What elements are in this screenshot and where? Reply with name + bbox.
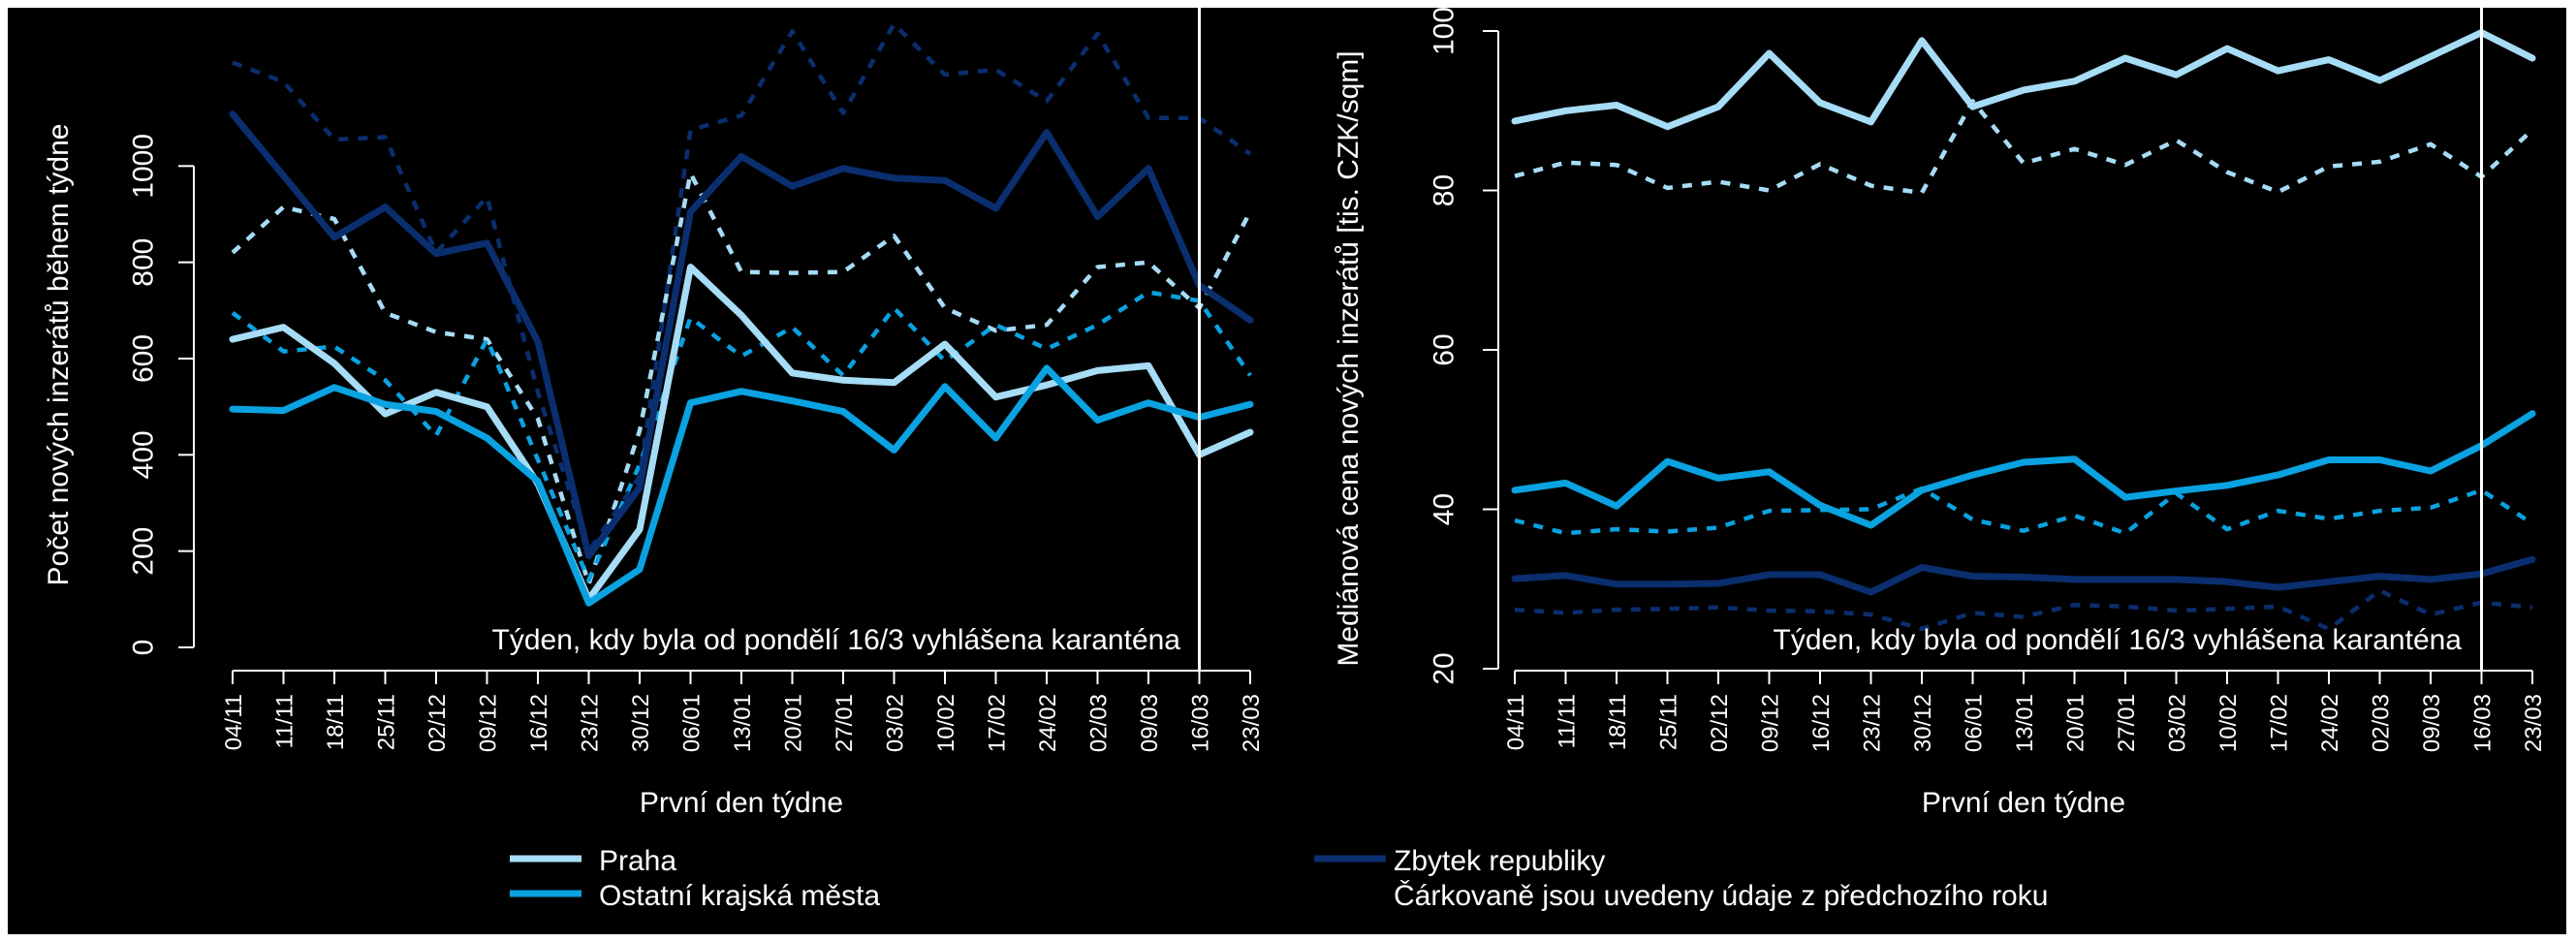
legend-label-zbytek: Zbytek republiky (1394, 845, 1605, 877)
right-x-tick-label: 23/03 (2521, 694, 2547, 752)
right-x-tick-label: 02/12 (1707, 694, 1733, 752)
plots-layer: 0 200 400 600 800 1000 04/11 11/11 18/11 25/11 02/… (43, 7, 2547, 819)
left-y-tick-label: 400 (128, 430, 160, 479)
left-x-tick-label: 23/12 (578, 694, 604, 752)
right-series-zbytek-solid (1511, 555, 2536, 596)
left-y-tick-label: 0 (128, 640, 160, 656)
right-x-tick-label: 25/11 (1656, 694, 1682, 750)
right-x-axis-title: První den týdne (1922, 787, 2125, 819)
left-y-tick-label: 800 (128, 238, 160, 287)
left-series-ostatni-dashed (231, 290, 1252, 582)
left-x-axis-title: První den týdne (640, 787, 843, 819)
left-x-tick-label: 04/11 (221, 694, 247, 750)
right-x-tick-label: 17/02 (2267, 694, 2293, 752)
left-series-zbytek-solid (229, 110, 1254, 560)
chart-panel: 0 200 400 600 800 1000 04/11 11/11 18/11 25/11 02/… (8, 7, 2566, 934)
right-series-ostatni-solid (1511, 410, 2536, 529)
right-x-tick-label: 16/12 (1808, 694, 1835, 752)
right-y-tick-label: 80 (1429, 174, 1461, 206)
right-x-tick-label: 27/01 (2114, 694, 2140, 752)
right-series-praha-dashed (1514, 99, 2534, 196)
right-quarantine-annotation: Týden, kdy byla od pondělí 16/3 vyhlášen… (1774, 624, 2463, 656)
legend: Praha Ostatní krajská města Zbytek repub… (510, 845, 2048, 912)
right-x-tick-label: 16/03 (2470, 694, 2497, 752)
left-x-tick-label: 16/12 (526, 694, 552, 752)
right-y-axis-title: Mediánová cena nových inzerátů [tis. CZK… (1333, 50, 1365, 666)
left-x-tick-label: 03/02 (883, 694, 909, 752)
chart-svg: 0 200 400 600 800 1000 04/11 11/11 18/11 25/11 02/… (43, 7, 2547, 912)
right-y-tick-label: 40 (1429, 493, 1461, 525)
right-x-tick-label: 04/11 (1503, 694, 1529, 750)
left-y-tick-label: 1000 (128, 134, 160, 199)
left-x-tick-label: 24/02 (1035, 694, 1061, 752)
left-quarantine-annotation: Týden, kdy byla od pondělí 16/3 vyhlášen… (492, 624, 1181, 656)
left-plot: 0 200 400 600 800 1000 04/11 11/11 18/11 25/11 02/… (43, 8, 1265, 819)
left-y-tick-label: 600 (128, 334, 160, 383)
right-y-tick-label: 60 (1429, 333, 1461, 365)
right-x-tick-label: 03/02 (2165, 694, 2191, 752)
left-x-tick-label: 09/03 (1137, 694, 1163, 752)
right-series-praha-solid (1511, 29, 2536, 131)
left-x-tick-label: 09/12 (476, 694, 502, 752)
left-x-tick-label: 16/03 (1188, 694, 1214, 752)
left-x-tick-label: 23/03 (1239, 694, 1265, 752)
left-y-axis-title: Počet nových inzerátů během týdne (43, 124, 75, 586)
right-x-tick-label: 02/03 (2369, 694, 2395, 752)
left-x-tick-label: 13/01 (730, 694, 756, 752)
left-x-tick-label: 02/12 (424, 694, 451, 752)
left-x-tick-label: 17/02 (985, 694, 1011, 752)
right-y-tick-label: 100 (1429, 8, 1461, 55)
right-x-tick-label: 09/03 (2419, 694, 2445, 752)
left-series-praha-solid (229, 264, 1254, 603)
left-y-tick-label: 200 (128, 527, 160, 576)
left-x-tick-label: 18/11 (323, 694, 349, 750)
legend-label-ostatni: Ostatní krajská města (599, 880, 880, 912)
left-x-tick-label: 06/01 (679, 694, 706, 752)
legend-note: Čárkovaně jsou uvedeny údaje z předchozí… (1394, 879, 2048, 912)
left-x-tick-label: 30/12 (628, 694, 654, 752)
left-x-tick-label: 02/03 (1086, 694, 1113, 752)
left-series-zbytek-dashed (232, 21, 1252, 553)
left-x-tick-label: 20/01 (781, 694, 807, 752)
right-x-tick-label: 30/12 (1910, 694, 1936, 752)
left-x-tick-label: 25/11 (374, 694, 400, 750)
right-x-tick-label: 20/01 (2063, 694, 2089, 752)
right-y-tick-label: 20 (1429, 652, 1461, 684)
right-x-tick-label: 11/11 (1555, 694, 1581, 749)
right-x-tick-label: 23/12 (1860, 694, 1886, 752)
right-x-tick-label: 24/02 (2317, 694, 2343, 752)
right-series-ostatni-dashed (1514, 486, 2534, 536)
right-series-zbytek-dashed (1514, 588, 2533, 632)
left-x-tick-label: 27/01 (832, 694, 858, 752)
right-x-tick-label: 06/01 (1962, 694, 1988, 752)
right-x-tick-label: 09/12 (1758, 694, 1784, 752)
legend-label-praha: Praha (599, 845, 676, 877)
right-x-tick-label: 13/01 (2012, 694, 2038, 752)
right-plot: 20 40 60 80 100 04/11 11/11 18/11 25/11 02/12 09/1… (1333, 7, 2547, 819)
left-x-tick-label: 11/11 (272, 694, 298, 749)
right-x-tick-label: 18/11 (1605, 694, 1631, 750)
left-x-tick-label: 10/02 (933, 694, 959, 752)
right-x-tick-label: 10/02 (2215, 694, 2242, 752)
left-series-ostatni-solid (229, 364, 1254, 607)
